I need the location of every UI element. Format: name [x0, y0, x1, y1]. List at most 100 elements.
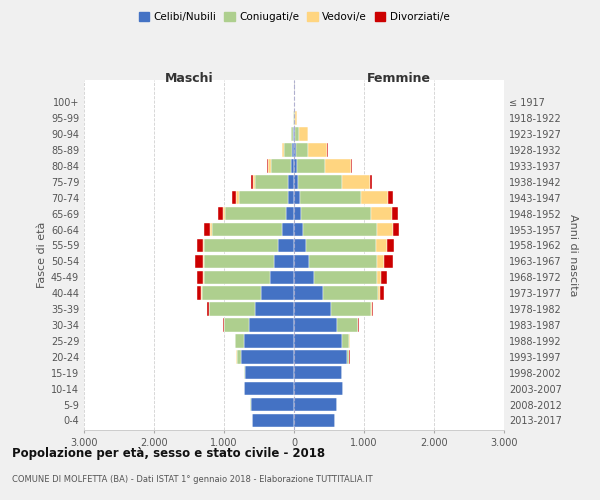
Y-axis label: Anni di nascita: Anni di nascita: [568, 214, 578, 296]
Bar: [239, 191, 288, 204]
Bar: [331, 302, 371, 316]
Bar: [387, 238, 394, 252]
Bar: [204, 270, 269, 284]
Bar: [294, 159, 297, 172]
Bar: [197, 238, 203, 252]
Bar: [235, 334, 244, 347]
Bar: [361, 191, 388, 204]
Bar: [288, 191, 294, 204]
Bar: [298, 175, 341, 188]
Text: Maschi: Maschi: [164, 72, 214, 85]
Bar: [278, 238, 294, 252]
Bar: [271, 159, 290, 172]
Bar: [207, 302, 209, 316]
Bar: [378, 286, 380, 300]
Bar: [253, 175, 255, 188]
Bar: [294, 143, 296, 157]
Bar: [358, 318, 359, 332]
Bar: [210, 223, 212, 236]
Bar: [241, 350, 294, 364]
Bar: [306, 238, 376, 252]
Bar: [245, 366, 294, 380]
Bar: [308, 143, 327, 157]
Bar: [236, 191, 239, 204]
Bar: [294, 270, 314, 284]
Bar: [294, 318, 337, 332]
Bar: [255, 302, 294, 316]
Bar: [347, 350, 349, 364]
Bar: [392, 207, 398, 220]
Bar: [377, 223, 393, 236]
Bar: [380, 286, 385, 300]
Bar: [381, 270, 387, 284]
Bar: [294, 238, 306, 252]
Legend: Celibi/Nubili, Coniugati/e, Vedovi/e, Divorziati/e: Celibi/Nubili, Coniugati/e, Vedovi/e, Di…: [134, 8, 454, 26]
Bar: [377, 254, 385, 268]
Bar: [251, 175, 253, 188]
Text: Femmine: Femmine: [367, 72, 431, 85]
Bar: [294, 191, 299, 204]
Bar: [293, 128, 294, 141]
Bar: [342, 334, 349, 347]
Bar: [294, 334, 342, 347]
Bar: [244, 366, 245, 380]
Bar: [294, 223, 303, 236]
Bar: [294, 175, 298, 188]
Bar: [294, 302, 331, 316]
Bar: [388, 191, 392, 204]
Bar: [309, 254, 377, 268]
Bar: [290, 128, 291, 141]
Bar: [376, 238, 387, 252]
Bar: [290, 159, 294, 172]
Bar: [341, 175, 370, 188]
Bar: [261, 286, 294, 300]
Bar: [251, 398, 294, 411]
Bar: [223, 207, 224, 220]
Bar: [297, 159, 325, 172]
Bar: [377, 270, 381, 284]
Bar: [203, 270, 204, 284]
Bar: [282, 223, 294, 236]
Bar: [252, 414, 294, 427]
Bar: [314, 270, 377, 284]
Bar: [294, 382, 343, 396]
Bar: [223, 318, 224, 332]
Bar: [209, 302, 255, 316]
Bar: [303, 223, 377, 236]
Bar: [197, 270, 203, 284]
Bar: [284, 143, 292, 157]
Bar: [370, 175, 372, 188]
Bar: [282, 143, 284, 157]
Bar: [202, 286, 261, 300]
Bar: [292, 143, 294, 157]
Y-axis label: Fasce di età: Fasce di età: [37, 222, 47, 288]
Bar: [204, 254, 274, 268]
Bar: [289, 175, 294, 188]
Bar: [218, 207, 223, 220]
Bar: [225, 207, 286, 220]
Bar: [268, 159, 271, 172]
Bar: [274, 254, 294, 268]
Bar: [371, 302, 372, 316]
Bar: [203, 254, 204, 268]
Bar: [197, 286, 201, 300]
Bar: [372, 302, 373, 316]
Bar: [269, 270, 294, 284]
Bar: [337, 318, 358, 332]
Bar: [195, 254, 203, 268]
Bar: [299, 128, 308, 141]
Bar: [295, 128, 299, 141]
Bar: [299, 191, 361, 204]
Bar: [295, 112, 297, 125]
Bar: [296, 143, 308, 157]
Bar: [294, 207, 301, 220]
Bar: [248, 318, 294, 332]
Bar: [212, 223, 282, 236]
Text: COMUNE DI MOLFETTA (BA) - Dati ISTAT 1° gennaio 2018 - Elaborazione TUTTITALIA.I: COMUNE DI MOLFETTA (BA) - Dati ISTAT 1° …: [12, 475, 373, 484]
Bar: [286, 207, 294, 220]
Bar: [205, 223, 210, 236]
Bar: [255, 175, 289, 188]
Bar: [224, 318, 248, 332]
Bar: [236, 350, 241, 364]
Bar: [294, 350, 347, 364]
